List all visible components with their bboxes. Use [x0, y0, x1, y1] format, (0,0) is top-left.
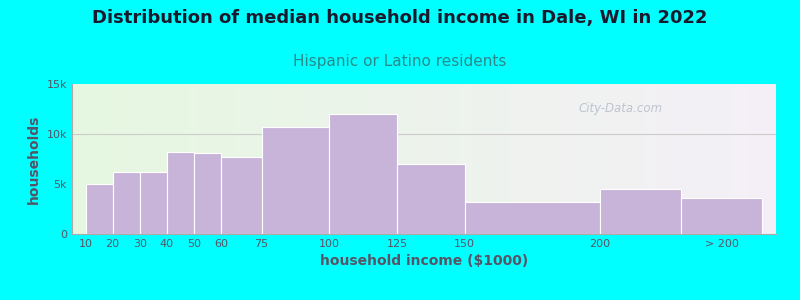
- Bar: [600, 189, 682, 234]
- Bar: [465, 202, 600, 234]
- Bar: [140, 172, 166, 234]
- Bar: [86, 184, 113, 234]
- Text: Hispanic or Latino residents: Hispanic or Latino residents: [294, 54, 506, 69]
- Y-axis label: households: households: [27, 114, 41, 204]
- Text: City-Data.com: City-Data.com: [579, 102, 663, 115]
- Bar: [221, 157, 262, 234]
- Bar: [194, 153, 221, 234]
- Bar: [113, 172, 140, 234]
- Bar: [262, 127, 330, 234]
- Bar: [166, 152, 194, 234]
- Text: Distribution of median household income in Dale, WI in 2022: Distribution of median household income …: [92, 9, 708, 27]
- Bar: [330, 114, 397, 234]
- X-axis label: household income ($1000): household income ($1000): [320, 254, 528, 268]
- Bar: [397, 164, 465, 234]
- Bar: [682, 198, 762, 234]
